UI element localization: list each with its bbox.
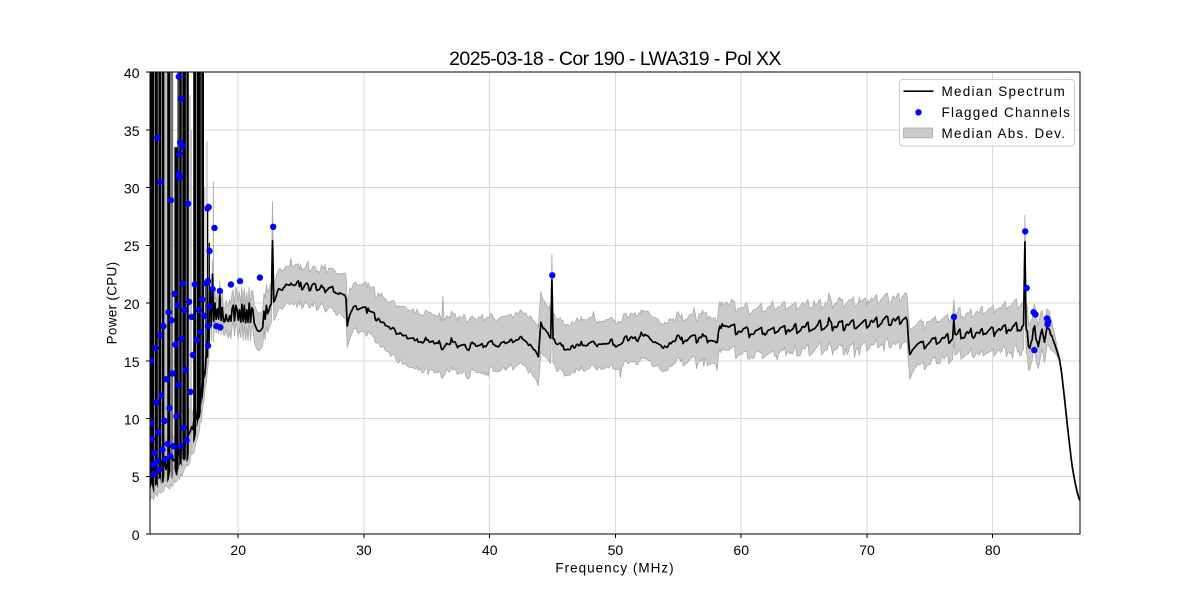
svg-text:60: 60 bbox=[733, 542, 749, 558]
svg-text:Median Abs. Dev.: Median Abs. Dev. bbox=[942, 126, 1067, 141]
svg-text:30: 30 bbox=[124, 181, 140, 197]
svg-text:10: 10 bbox=[124, 412, 140, 428]
svg-text:20: 20 bbox=[230, 542, 246, 558]
svg-text:0: 0 bbox=[132, 527, 140, 543]
svg-text:40: 40 bbox=[482, 542, 498, 558]
svg-text:40: 40 bbox=[124, 65, 140, 81]
svg-text:2025-03-18 - Cor 190 - LWA319: 2025-03-18 - Cor 190 - LWA319 - Pol XX bbox=[449, 48, 781, 70]
svg-text:Frequency (MHz): Frequency (MHz) bbox=[555, 561, 674, 576]
svg-text:5: 5 bbox=[132, 469, 140, 485]
svg-text:30: 30 bbox=[356, 542, 372, 558]
svg-text:80: 80 bbox=[985, 542, 1001, 558]
svg-text:15: 15 bbox=[124, 354, 140, 370]
svg-text:50: 50 bbox=[608, 542, 624, 558]
svg-text:Power (CPU): Power (CPU) bbox=[105, 262, 120, 345]
svg-text:70: 70 bbox=[859, 542, 875, 558]
svg-text:Median Spectrum: Median Spectrum bbox=[942, 84, 1067, 99]
svg-text:20: 20 bbox=[124, 296, 140, 312]
svg-text:Flagged Channels: Flagged Channels bbox=[942, 105, 1072, 120]
svg-text:25: 25 bbox=[124, 238, 140, 254]
svg-text:35: 35 bbox=[124, 123, 140, 139]
